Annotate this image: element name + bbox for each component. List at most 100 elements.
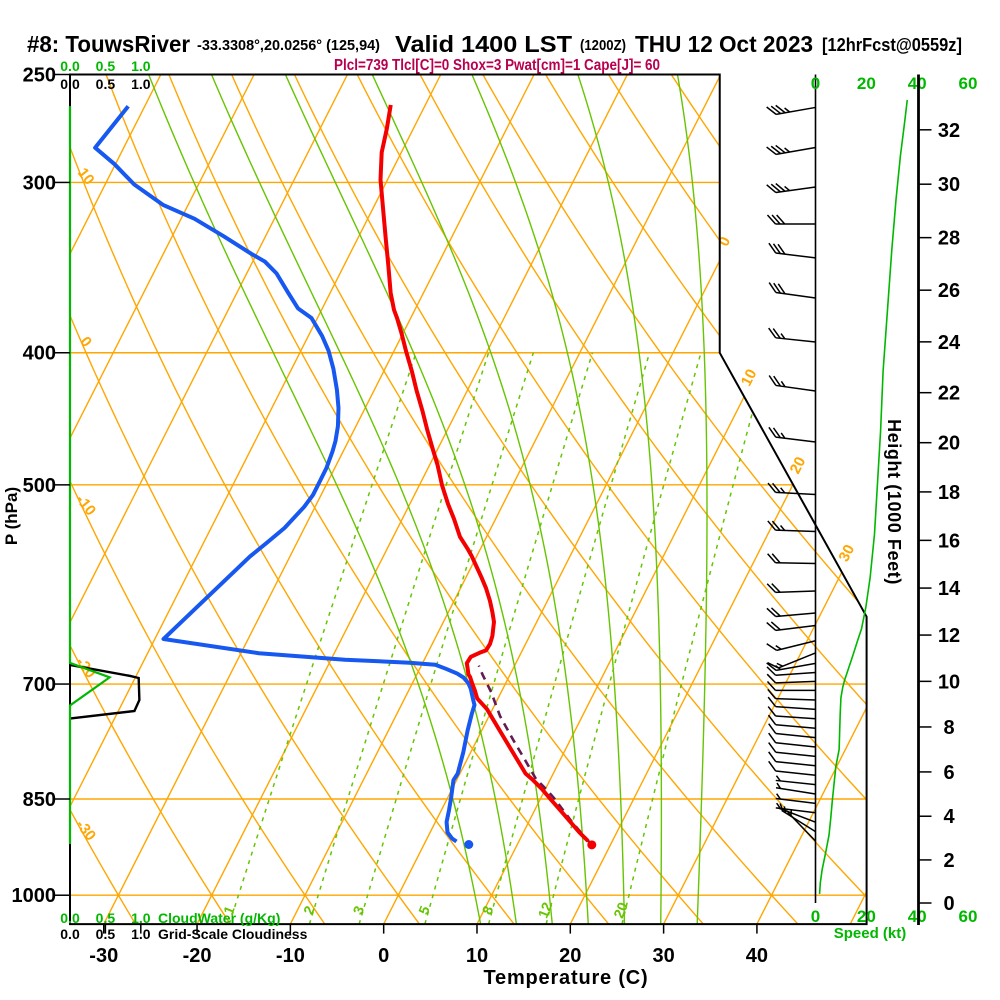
height-tick-label-22: 22 bbox=[938, 383, 960, 405]
wind-barb bbox=[768, 751, 816, 767]
height-tick-label-28: 28 bbox=[938, 228, 960, 250]
cloudiness-scale-top-0.0: 0.0 bbox=[60, 76, 80, 92]
wind-barb bbox=[766, 182, 816, 194]
wind-barb bbox=[766, 621, 816, 632]
wind-barb bbox=[781, 806, 816, 833]
moist-adiabat-12 bbox=[210, 74, 518, 925]
pressure-tick-label-300: 300 bbox=[23, 172, 56, 194]
height-tick-label-26: 26 bbox=[938, 280, 960, 302]
plot-frame bbox=[69, 73, 868, 926]
isotherm-label-20: 20 bbox=[787, 454, 810, 477]
isotherm--20 bbox=[196, 74, 629, 925]
wind-barb bbox=[768, 282, 816, 299]
wind-barb bbox=[768, 742, 816, 758]
wind-barb bbox=[767, 688, 816, 701]
height-tick-label-6: 6 bbox=[943, 762, 954, 784]
cloudwater-label: CloudWater (g/Kg) bbox=[158, 910, 280, 926]
speed-tick-top-0: 0 bbox=[811, 74, 820, 93]
speed-tick-top-60: 60 bbox=[959, 74, 978, 93]
pressure-tick-label-1000: 1000 bbox=[12, 885, 57, 907]
title-date: THU 12 Oct 2023 bbox=[635, 31, 814, 57]
wind-barb bbox=[775, 782, 816, 795]
temperature-curve bbox=[378, 104, 590, 843]
moist-adiabat-8 bbox=[147, 74, 482, 925]
isotherm-label-10: 10 bbox=[738, 366, 761, 389]
moist-adiabat-20 bbox=[371, 74, 589, 925]
isobar-lines bbox=[70, 181, 867, 896]
temperature-tick-label--30: -30 bbox=[89, 945, 118, 967]
cloudwater-scale-top-1.0: 1.0 bbox=[131, 58, 151, 74]
mixing-ratio-12 bbox=[545, 352, 702, 925]
dry-adiabat-50 bbox=[293, 74, 867, 925]
mixing-ratio-lines bbox=[228, 352, 770, 925]
isotherm--10 bbox=[289, 74, 722, 925]
temperature-tick-label-20: 20 bbox=[559, 945, 581, 967]
wind-barb bbox=[767, 714, 816, 729]
speed-axis-label: Speed (kt) bbox=[834, 925, 907, 942]
temperature-tick-label--10: -10 bbox=[276, 945, 305, 967]
pressure-tick-label-850: 850 bbox=[23, 789, 56, 811]
cloudiness-scale-top-1.0: 1.0 bbox=[131, 76, 151, 92]
cloudwater-scale-top-0.0: 0.0 bbox=[60, 58, 80, 74]
height-tick-label-10: 10 bbox=[938, 671, 960, 693]
wind-barb bbox=[775, 775, 816, 786]
isotherm-50 bbox=[849, 74, 867, 925]
plot-border bbox=[69, 73, 868, 926]
surface-dewpoint-dot bbox=[464, 839, 474, 849]
mixing-ratio-5 bbox=[424, 352, 594, 925]
wind-barb bbox=[767, 553, 816, 565]
wind-barb bbox=[766, 607, 816, 618]
height-axis-label: Height (1000 Feet) bbox=[884, 419, 904, 585]
title-valid-time: Valid 1400 LST bbox=[395, 31, 573, 57]
wind-barb bbox=[766, 673, 816, 684]
height-tick-label-2: 2 bbox=[943, 850, 954, 872]
wind-barb bbox=[766, 214, 816, 225]
cloudiness-scale-bottom-0.0: 0.0 bbox=[60, 926, 80, 942]
height-tick-label-30: 30 bbox=[938, 174, 960, 196]
wind-barb bbox=[768, 426, 816, 443]
wind-barb bbox=[767, 482, 816, 496]
cloud-profiles bbox=[68, 106, 141, 844]
dry-adiabat-0 bbox=[70, 74, 421, 925]
sounding-profiles bbox=[93, 104, 597, 850]
wind-barb bbox=[768, 327, 816, 343]
height-tick-label-20: 20 bbox=[938, 433, 960, 455]
dry-adiabat--20 bbox=[70, 74, 231, 925]
isotherm-30 bbox=[662, 74, 867, 925]
wind-barb bbox=[767, 652, 816, 669]
moist-adiabat-16 bbox=[284, 74, 553, 925]
speed-tick-bottom-0: 0 bbox=[811, 907, 820, 926]
height-tick-label-14: 14 bbox=[938, 578, 961, 600]
title-station: #8: TouwsRiver bbox=[27, 31, 191, 57]
height-tick-label-12: 12 bbox=[938, 625, 960, 647]
pressure-tick-label-250: 250 bbox=[23, 64, 56, 86]
isotherm--70 bbox=[70, 74, 162, 925]
cloudwater-scale-bottom-0.5: 0.5 bbox=[96, 910, 116, 926]
wind-barb bbox=[768, 375, 816, 392]
parcel-ascent-curve bbox=[477, 665, 591, 844]
pressure-axis-label: P (hPa) bbox=[2, 487, 21, 545]
speed-tick-bottom-20: 20 bbox=[857, 907, 876, 926]
wind-barb bbox=[766, 639, 816, 652]
dry-adiabat-10 bbox=[70, 74, 515, 925]
mixing-ratio-label-20: 20 bbox=[610, 900, 631, 921]
dry-adiabat-30 bbox=[168, 74, 704, 925]
moist-adiabat-lines bbox=[147, 74, 708, 925]
cloudiness-label: Grid-Scale Cloudiness bbox=[158, 926, 308, 942]
wind-speed-panel: 00202040406060Speed (kt) bbox=[811, 74, 978, 942]
wind-barb bbox=[768, 760, 816, 776]
mixing-ratio-3 bbox=[358, 352, 535, 925]
cloudiness-scale-bottom-0.5: 0.5 bbox=[96, 926, 116, 942]
dry-adiabat-60 bbox=[356, 74, 867, 925]
wind-barb bbox=[768, 732, 816, 748]
height-tick-label-18: 18 bbox=[938, 482, 960, 504]
surface-temperature-dot bbox=[587, 840, 597, 850]
wind-barb bbox=[766, 662, 816, 672]
isotherm--40 bbox=[70, 74, 442, 925]
dry-adiabat-label-10: 10 bbox=[74, 165, 98, 189]
temperature-tick-label-0: 0 bbox=[378, 945, 389, 967]
mixing-ratio-2 bbox=[308, 352, 490, 925]
